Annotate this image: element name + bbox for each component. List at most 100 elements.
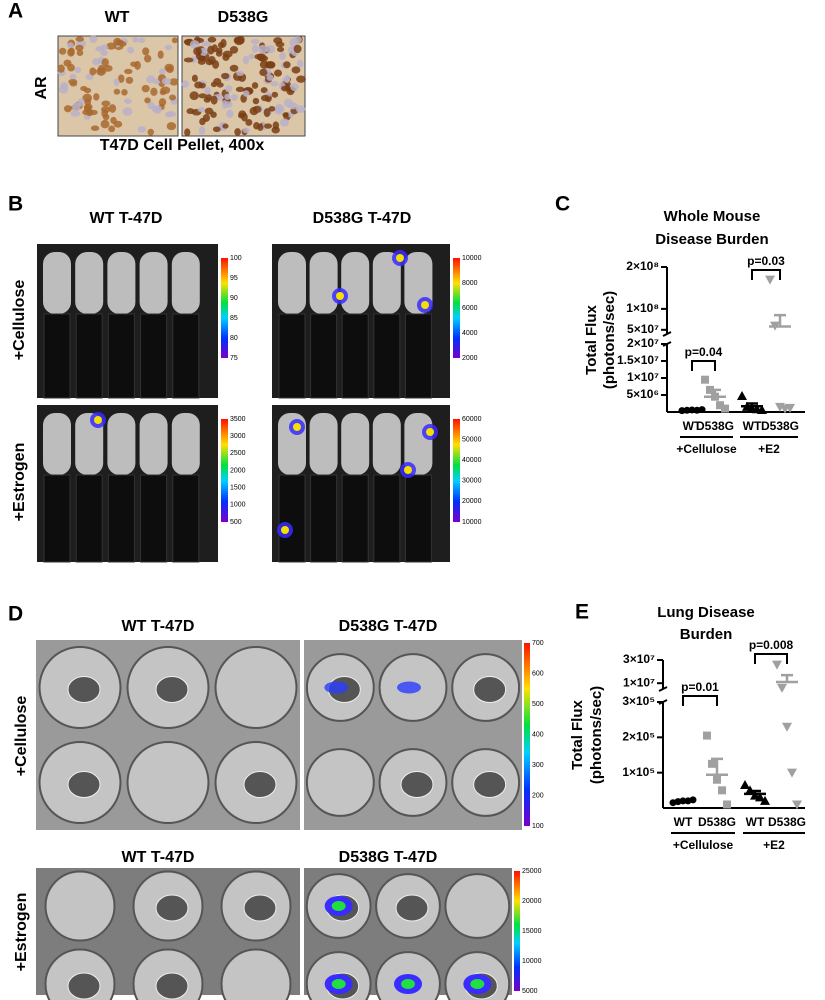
y-axis-label: Total Flux (569, 699, 586, 769)
nucleus (199, 117, 206, 126)
platform (310, 474, 338, 563)
platform (75, 313, 103, 399)
color-bar-label: 2000 (230, 467, 246, 474)
platform (278, 474, 306, 563)
tissue (67, 972, 101, 1000)
nucleus (117, 74, 125, 83)
p-value: p=0.04 (685, 345, 723, 359)
signal (421, 301, 429, 309)
nucleus (169, 78, 179, 86)
platform (172, 474, 200, 563)
nucleus (161, 77, 172, 85)
signal (404, 466, 412, 474)
mouse (171, 413, 200, 475)
signal (281, 526, 289, 534)
significance-bracket (682, 695, 718, 706)
data-point (782, 722, 792, 732)
color-bar-label: 25000 (522, 868, 542, 875)
nucleus (143, 54, 152, 63)
nucleus (69, 73, 77, 81)
platform (140, 474, 168, 563)
significance-bracket (691, 360, 716, 371)
well (214, 646, 298, 729)
nucleus (259, 60, 270, 69)
nucleus (281, 85, 290, 92)
nucleus (248, 53, 255, 60)
significance-bracket (751, 269, 781, 280)
color-bar-label: 5000 (522, 988, 538, 995)
platform (404, 313, 432, 399)
nucleus (203, 97, 211, 103)
nucleus (67, 42, 74, 49)
nucleus (221, 72, 230, 80)
mouse (139, 252, 168, 314)
nucleus (295, 105, 306, 114)
data-point (679, 797, 687, 805)
color-bar-label: 500 (230, 519, 242, 526)
signal (336, 292, 344, 300)
mouse (309, 252, 338, 314)
platform (341, 313, 369, 399)
platform (75, 474, 103, 563)
nucleus (101, 109, 109, 118)
nucleus (234, 128, 241, 136)
nucleus (242, 127, 250, 134)
mouse (107, 252, 136, 314)
nucleus (74, 66, 81, 74)
x-tick-label: D538G (696, 419, 734, 433)
nucleus (293, 44, 302, 54)
nucleus (212, 126, 221, 133)
nucleus (150, 87, 158, 96)
nucleus (238, 35, 245, 45)
color-bar-label: 2500 (230, 450, 246, 457)
nucleus (151, 105, 161, 113)
color-bar-label: 40000 (462, 457, 482, 464)
tissue (155, 894, 189, 922)
nucleus (251, 82, 259, 89)
signal (331, 979, 346, 989)
nucleus (130, 61, 138, 67)
platform (172, 313, 200, 399)
nucleus (166, 122, 177, 131)
y-tick-label: 1×10⁷ (623, 675, 655, 689)
data-point (760, 795, 770, 805)
color-bar-label: 90 (230, 295, 238, 302)
data-point (716, 401, 724, 410)
data-point (723, 800, 731, 809)
nucleus (113, 37, 122, 46)
nucleus (274, 69, 283, 77)
nucleus (68, 47, 75, 56)
color-bar-label: 300 (532, 762, 544, 769)
nucleus (287, 102, 298, 110)
well (305, 748, 375, 817)
nucleus (100, 119, 110, 129)
axis-break (662, 331, 672, 337)
nucleus (123, 98, 132, 104)
nucleus (75, 36, 85, 42)
data-point (792, 800, 802, 810)
data-point (755, 792, 765, 802)
column-header: WT T-47D (90, 210, 163, 227)
nucleus (229, 64, 239, 72)
group-label: +E2 (758, 442, 780, 456)
significance-bracket (754, 653, 788, 664)
data-point (711, 392, 719, 401)
color-bar-label: 80 (230, 335, 238, 342)
tissue (155, 972, 189, 1000)
nucleus (275, 41, 285, 48)
nucleus (75, 44, 84, 52)
nucleus (183, 57, 194, 63)
well (444, 873, 511, 939)
error-bar (711, 757, 723, 775)
y-tick-label: 2×10⁵ (622, 730, 655, 744)
nucleus (229, 46, 239, 54)
nucleus (186, 108, 195, 115)
nucleus (198, 93, 207, 99)
platform (373, 313, 401, 399)
mouse (309, 413, 338, 475)
signal (396, 254, 404, 262)
nucleus (147, 128, 154, 136)
nucleus (197, 56, 206, 62)
y-tick-label: 5×10⁶ (626, 387, 659, 401)
